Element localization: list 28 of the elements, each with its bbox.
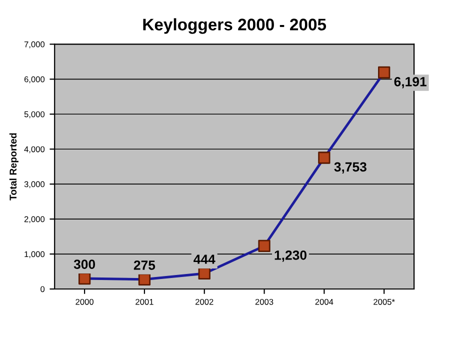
data-label: 3,753 <box>334 162 366 174</box>
data-label: 300 <box>74 260 96 269</box>
point <box>318 152 330 164</box>
data-label: 6,191 <box>394 77 426 88</box>
x-tick-label: 2004 <box>315 298 334 305</box>
y-tick-label: 4,000 <box>24 146 45 154</box>
x-tick-label: 2005* <box>374 298 395 305</box>
y-tick-label: 7,000 <box>24 41 45 48</box>
data-label: 444 <box>194 254 216 264</box>
data-label: 1,230 <box>274 250 306 262</box>
point <box>258 240 270 252</box>
point <box>198 267 210 280</box>
y-tick-label: 3,000 <box>24 181 45 188</box>
x-tick-label: 2001 <box>136 298 154 305</box>
x-tick-label: 2003 <box>255 298 274 305</box>
y-tick-label: 6,000 <box>24 76 45 84</box>
point <box>378 66 390 79</box>
y-tick-label: 5,000 <box>24 111 45 118</box>
y-axis-title: Total Reported <box>9 133 18 200</box>
point <box>78 272 91 285</box>
y-tick-label: 0 <box>40 286 45 292</box>
x-tick-label: 2002 <box>196 298 214 305</box>
x-tick-label: 2000 <box>76 298 94 305</box>
point <box>138 273 151 286</box>
y-tick-label: 1,000 <box>24 251 45 258</box>
chart-title: Keyloggers 2000 - 2005 <box>143 18 326 34</box>
data-label: 275 <box>134 260 156 270</box>
y-tick-label: 2,000 <box>24 216 45 224</box>
